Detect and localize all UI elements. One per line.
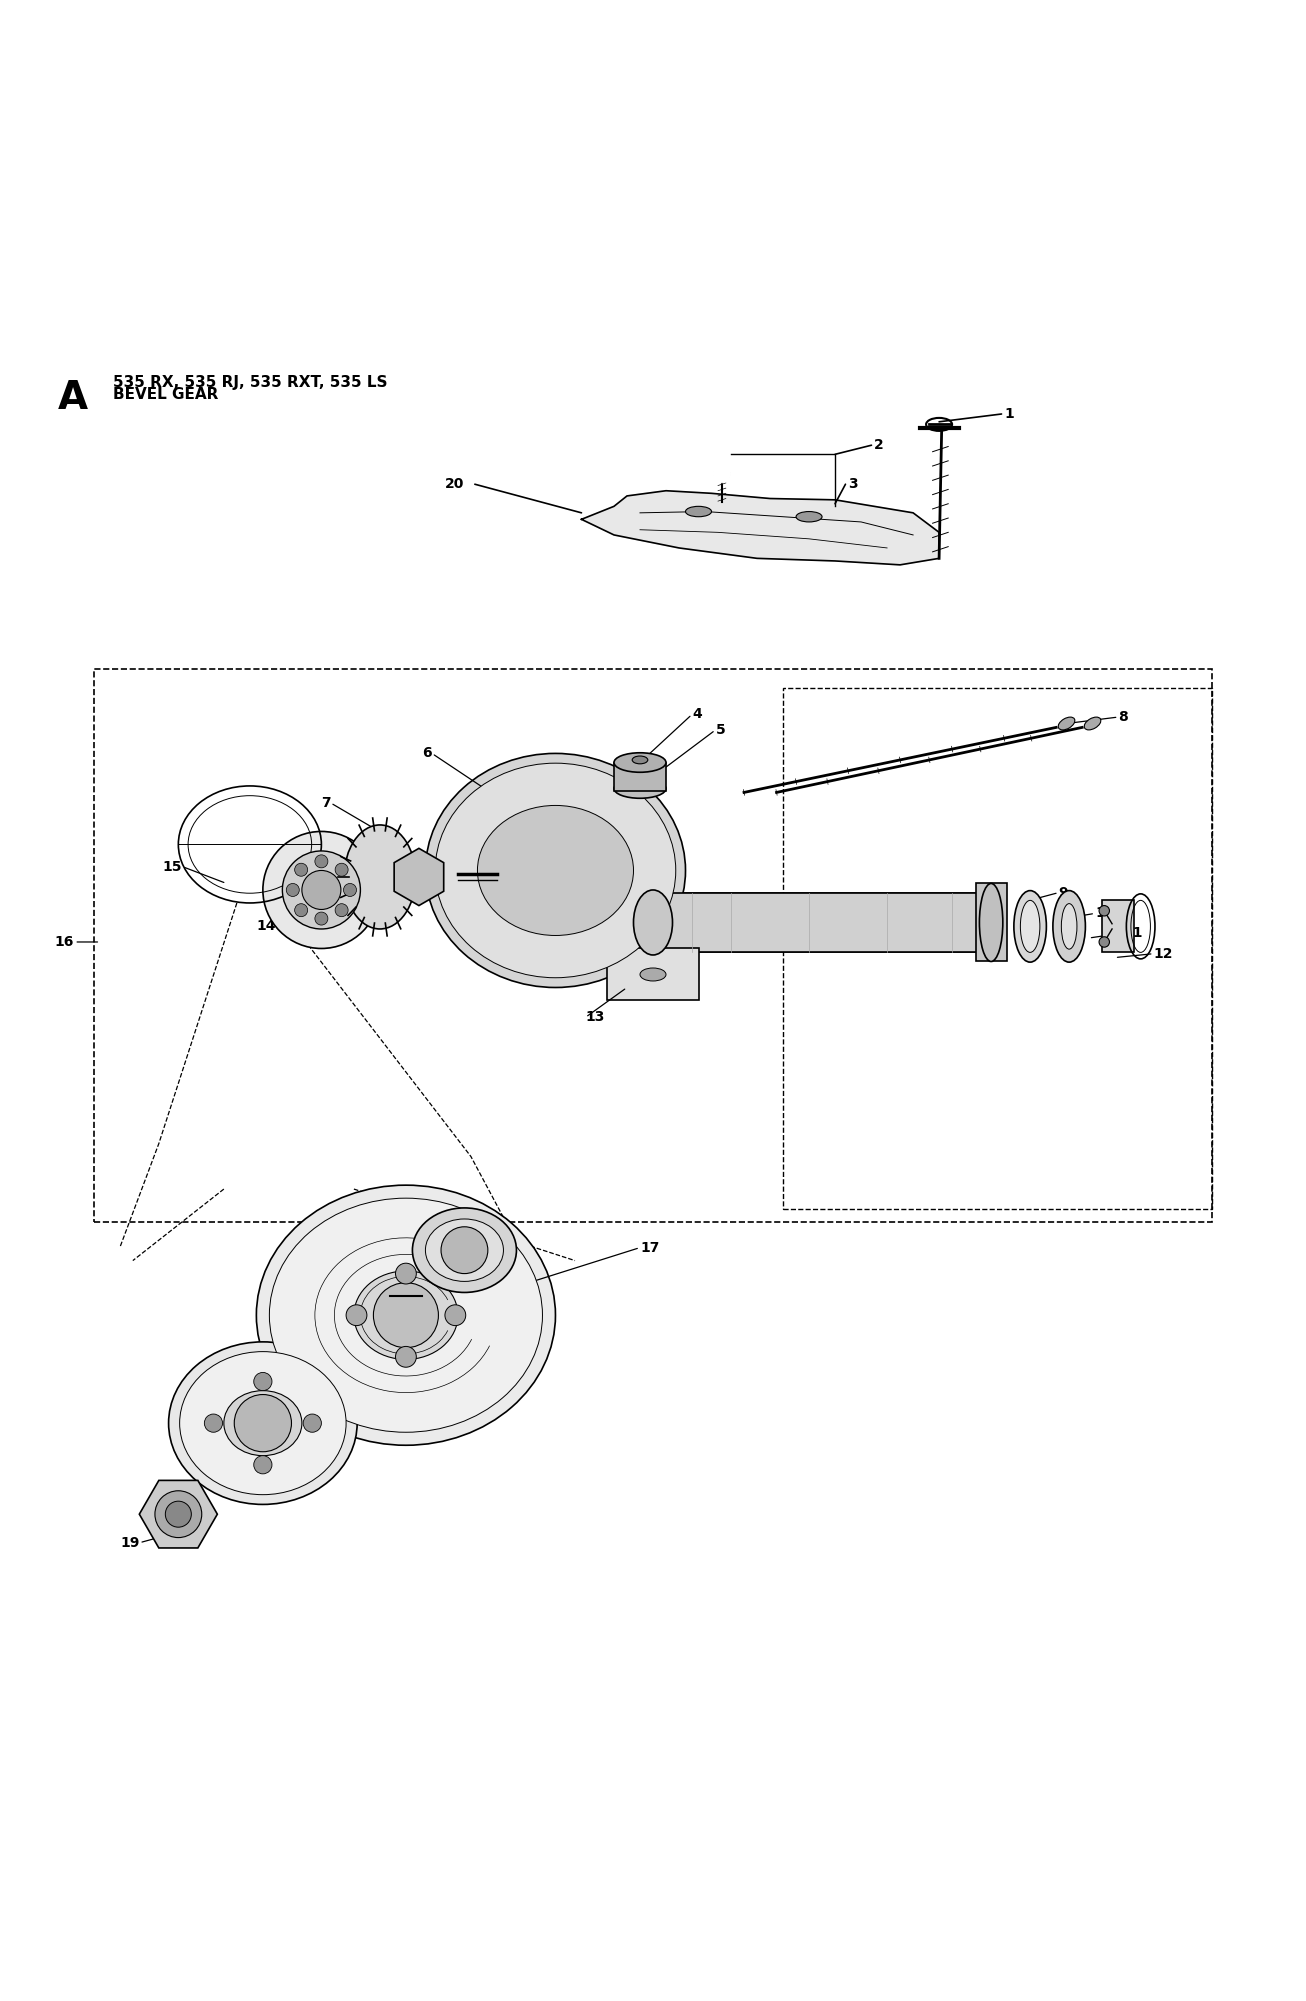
Ellipse shape [640,968,666,980]
Ellipse shape [1053,890,1085,962]
Bar [653,892,991,952]
Ellipse shape [426,1219,503,1281]
Circle shape [263,832,380,948]
Circle shape [445,1305,466,1325]
Circle shape [315,854,328,868]
Ellipse shape [426,754,686,988]
Circle shape [336,862,349,876]
Ellipse shape [168,1343,357,1505]
Text: A: A [57,378,88,416]
Ellipse shape [632,756,648,764]
Text: 13: 13 [585,1011,605,1025]
Ellipse shape [614,778,666,798]
Text: 18: 18 [249,1459,269,1473]
Ellipse shape [1062,904,1077,948]
Bar [976,884,1007,962]
Bar [614,762,666,790]
Ellipse shape [980,884,1003,962]
Text: 14: 14 [256,918,276,932]
Ellipse shape [413,1209,516,1293]
Ellipse shape [633,890,673,954]
Ellipse shape [1084,716,1101,730]
Circle shape [166,1501,192,1527]
Ellipse shape [614,752,666,772]
Circle shape [374,1283,439,1349]
Ellipse shape [1020,900,1040,952]
Text: 19: 19 [120,1537,140,1551]
Ellipse shape [345,824,415,928]
Circle shape [713,464,731,482]
Text: 20: 20 [445,476,465,490]
Circle shape [204,1415,222,1433]
Circle shape [441,1227,488,1273]
Text: 17: 17 [640,1241,660,1255]
Circle shape [396,1263,417,1285]
Bar [784,688,1212,1209]
Text: 3: 3 [848,476,858,490]
Circle shape [155,1491,201,1537]
Circle shape [396,1347,417,1367]
Text: 6: 6 [422,746,432,760]
Ellipse shape [714,468,730,478]
Bar [94,668,1212,1221]
Circle shape [1100,936,1110,946]
Ellipse shape [354,1271,458,1359]
Ellipse shape [180,1351,346,1495]
Circle shape [1100,906,1110,916]
Circle shape [295,862,308,876]
Ellipse shape [256,1185,555,1445]
Text: 1: 1 [1004,406,1013,420]
Ellipse shape [435,762,675,978]
Text: 9: 9 [1059,886,1068,900]
Ellipse shape [478,806,633,936]
Ellipse shape [686,506,712,516]
Bar [1102,900,1134,952]
Text: 15: 15 [163,860,183,874]
Polygon shape [581,490,939,564]
Text: 4: 4 [692,708,701,722]
Circle shape [282,850,360,928]
Circle shape [315,912,328,924]
Circle shape [253,1373,272,1391]
Circle shape [295,904,308,916]
Text: 535 RX, 535 RJ, 535 RXT, 535 LS: 535 RX, 535 RJ, 535 RXT, 535 LS [114,374,388,390]
Bar [607,948,699,1000]
Circle shape [303,1415,321,1433]
Text: 12: 12 [1153,946,1173,960]
Circle shape [286,884,299,896]
Text: 11: 11 [1123,926,1143,940]
Circle shape [346,1305,367,1325]
Ellipse shape [1013,890,1046,962]
Text: BEVEL GEAR: BEVEL GEAR [114,386,218,402]
Text: 8: 8 [1118,710,1128,724]
Ellipse shape [1058,716,1075,730]
Ellipse shape [223,1391,302,1455]
Circle shape [253,1455,272,1475]
Circle shape [336,904,349,916]
Ellipse shape [797,512,821,522]
Text: 7: 7 [321,796,330,810]
Text: 16: 16 [55,934,74,948]
Circle shape [302,870,341,910]
Circle shape [234,1395,291,1453]
Text: 5: 5 [716,722,725,736]
Text: 10: 10 [1096,906,1114,920]
Circle shape [343,884,357,896]
Ellipse shape [269,1199,542,1433]
Text: 2: 2 [874,438,884,452]
